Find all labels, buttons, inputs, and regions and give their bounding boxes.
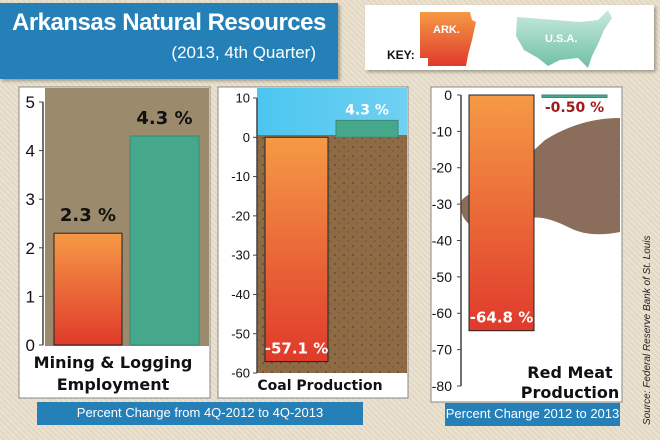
page-title: Arkansas Natural Resources: [12, 9, 326, 36]
data-label: 4.3 %: [345, 102, 389, 118]
y-tick-label: 10: [236, 91, 250, 106]
y-tick-label: -60: [231, 366, 250, 381]
y-tick-label: 0: [243, 130, 250, 145]
bar-usa: [335, 119, 399, 138]
usa-key-icon: U.S.A.: [516, 10, 612, 68]
y-tick-label: -20: [231, 208, 250, 223]
y-tick-label: -80: [432, 378, 452, 394]
bar-usa: [541, 94, 608, 98]
y-tick-label: -50: [432, 269, 452, 285]
y-tick-label: -70: [432, 342, 452, 358]
title-banner: Arkansas Natural Resources (2013, 4th Qu…: [0, 3, 338, 79]
data-label: 2.3 %: [60, 205, 116, 226]
y-tick-label: 0: [444, 87, 452, 103]
chart-title: Red Meat: [527, 363, 613, 382]
chart-title: Employment: [57, 375, 170, 394]
data-label: -57.1 %: [265, 340, 329, 358]
y-tick-label: 4: [26, 142, 35, 161]
y-tick-label: -40: [231, 287, 250, 302]
caption-left: Percent Change from 4Q-2012 to 4Q-2013: [37, 402, 363, 425]
chart-title: Production: [521, 383, 619, 402]
bar-ark: [53, 232, 123, 346]
y-tick-label: -30: [432, 196, 452, 212]
key-ark-text: ARK.: [433, 24, 460, 36]
y-tick-label: -20: [432, 160, 452, 176]
data-label: -0.50 %: [545, 100, 604, 116]
chart-title: Coal Production: [257, 378, 382, 394]
ark-key-icon: ARK.: [420, 12, 476, 66]
y-tick-label: 1: [26, 287, 35, 306]
chart-title: Mining & Logging: [34, 353, 193, 372]
key-label: KEY:: [387, 48, 415, 62]
y-tick-label: 0: [26, 336, 35, 355]
y-tick-label: -50: [231, 326, 250, 341]
y-tick-label: -30: [231, 248, 250, 263]
y-tick-label: 5: [26, 93, 35, 112]
y-tick-label: 3: [26, 190, 35, 209]
y-tick-label: -10: [432, 123, 452, 139]
y-tick-label: 2: [26, 239, 35, 258]
y-tick-label: -40: [432, 232, 452, 248]
data-label: -64.8 %: [470, 309, 534, 327]
bar-ark: [468, 94, 535, 332]
y-tick-label: -60: [432, 305, 452, 321]
data-label: 4.3 %: [136, 108, 192, 129]
source-note: Source: Federal Reserve Bank of St. Loui…: [642, 235, 653, 425]
page-subtitle: (2013, 4th Quarter): [171, 43, 316, 62]
y-tick-label: -10: [231, 169, 250, 184]
caption-right: Percent Change 2012 to 2013: [445, 403, 620, 426]
key-usa-text: U.S.A.: [545, 33, 577, 45]
bar-ark: [264, 136, 329, 363]
bar-usa: [129, 135, 200, 346]
